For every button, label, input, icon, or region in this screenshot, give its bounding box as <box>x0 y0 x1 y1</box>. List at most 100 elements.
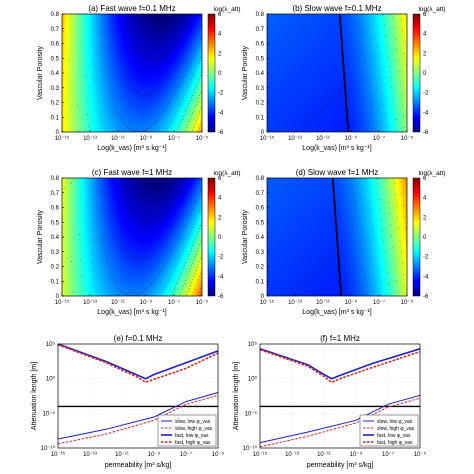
y-tick-label: 0.2 <box>51 101 60 107</box>
colorbar <box>412 13 421 133</box>
x-tick-label: 10⁻⁵ <box>414 451 427 458</box>
x-tick-label: 10⁻⁹ <box>345 135 358 142</box>
y-tick-label: 10⁻⁵ <box>43 410 56 417</box>
y-tick-label: 0.7 <box>51 191 60 197</box>
heatmap-cells <box>267 14 407 132</box>
colorbar-tick-label: -2 <box>218 255 224 261</box>
series-line-1 <box>57 392 219 440</box>
heatmap-panel-4: (d) Slow wave f=1 MHz 0 0.1 0.2 0.3 0.4 0.5 0.6… <box>242 168 446 316</box>
x-tick-label: 10⁻¹¹ <box>316 136 330 142</box>
y-tick-label: 0.1 <box>256 279 265 285</box>
x-tick-label: 10⁻⁷ <box>382 451 394 458</box>
colorbar-tick-label: 0 <box>218 71 222 77</box>
colorbar-label: log(λ_att) <box>418 170 445 177</box>
y-axis-label: Attenuation length [m] <box>233 362 240 430</box>
x-tick-label: 10⁻⁵ <box>196 135 209 142</box>
plot-frame <box>57 343 219 449</box>
y-tick-label: 0.3 <box>51 250 60 256</box>
x-tick-label: 10⁻¹³ <box>288 136 302 142</box>
legend-entry: slow, low φ_vas <box>377 419 413 425</box>
legend-entry: fast, low φ_vas <box>175 433 209 439</box>
colorbar-tick-label: 4 <box>218 196 222 202</box>
x-tick-label: 10⁻¹³ <box>83 452 97 458</box>
x-tick-label: 10⁻⁷ <box>180 451 192 458</box>
colorbar-tick-label: 2 <box>218 51 222 57</box>
x-axis-label: permeability [m³ s/kg] <box>307 462 374 469</box>
colorbar-tick-label: -2 <box>423 91 429 97</box>
x-tick-label: 10⁻¹¹ <box>115 452 129 458</box>
x-tick-label: 10⁻¹⁵ <box>51 451 66 458</box>
colorbar-tick-label: -6 <box>218 294 224 300</box>
series-line-3 <box>57 343 219 380</box>
y-tick-label: 0.8 <box>51 176 60 182</box>
x-tick-label: 10⁻⁵ <box>212 451 225 458</box>
legend-entry: slow, high φ_vas <box>175 426 213 432</box>
y-tick-label: 0.7 <box>256 191 265 197</box>
colorbar-tick-label: 6 <box>218 12 222 18</box>
x-tick-label: 10⁻¹⁵ <box>55 135 70 142</box>
colorbar-tick-label: -4 <box>218 110 224 116</box>
y-tick-label: 0.2 <box>51 265 60 271</box>
y-tick-label: 0.8 <box>51 12 60 18</box>
x-tick-label: 10⁻⁹ <box>148 451 161 458</box>
boundary-line <box>332 178 342 296</box>
x-tick-label: 10⁻⁷ <box>168 135 180 142</box>
line-panel-1: 10⁻¹⁵ 10⁻¹³ 10⁻¹¹ 10⁻⁹ 10⁻⁷ 10⁻⁵ 10⁵ 10⁰ 10⁻⁵ 10⁻… <box>31 334 225 469</box>
colorbar-tick-label: 4 <box>423 196 427 202</box>
y-tick-label: 0.5 <box>256 56 265 62</box>
x-tick-label: 10⁻¹⁵ <box>260 135 275 142</box>
colorbar <box>412 177 421 297</box>
panel-title: (b) Slow wave f=0.1 MHz <box>292 4 381 13</box>
y-tick-label: 0.6 <box>51 42 60 48</box>
y-tick-label: 10⁵ <box>46 341 56 348</box>
y-tick-label: 10⁰ <box>248 376 258 383</box>
x-axis-label: Log(k_vas) [m³ s kg⁻¹] <box>97 145 166 152</box>
y-tick-label: 0.3 <box>256 86 265 92</box>
x-tick-label: 10⁻⁵ <box>401 135 414 142</box>
colorbar-tick-label: -2 <box>423 255 429 261</box>
x-tick-label: 10⁻⁹ <box>140 135 153 142</box>
legend-box <box>359 414 419 447</box>
colorbar-tick-label: 2 <box>423 51 427 57</box>
y-tick-label: 0.4 <box>51 235 60 241</box>
series-line-2 <box>259 397 421 448</box>
heatmap-cells <box>62 178 202 296</box>
legend-entry: fast, high φ_vas <box>377 440 413 446</box>
y-tick-label: 0.8 <box>256 12 265 18</box>
colorbar-tick-label: 6 <box>218 176 222 182</box>
panel-title: (d) Slow wave f=1 MHz <box>296 168 378 177</box>
legend-entry: fast, low φ_vas <box>377 433 411 439</box>
colorbar-tick-label: 6 <box>423 12 427 18</box>
y-tick-label: 0.2 <box>256 101 265 107</box>
x-axis-label: Log(k_vas) [m³ s kg⁻¹] <box>302 145 371 152</box>
colorbar-tick-label: 2 <box>423 215 427 221</box>
y-tick-label: 0 <box>56 130 60 136</box>
colorbar-tick-label: 2 <box>218 215 222 221</box>
colorbar <box>207 13 216 133</box>
series-line-4 <box>57 343 219 384</box>
y-tick-label: 0.5 <box>51 220 60 226</box>
colorbar-tick-label: -6 <box>218 130 224 136</box>
x-tick-label: 10⁻¹¹ <box>316 300 330 306</box>
boundary-line <box>339 14 349 132</box>
panel-title: (c) Fast wave f=1 MHz <box>92 168 172 177</box>
y-tick-label: 10⁰ <box>46 376 56 383</box>
colorbar-tick-label: 0 <box>423 235 427 241</box>
x-tick-label: 10⁻⁷ <box>168 299 180 306</box>
y-tick-label: 10⁵ <box>248 341 258 348</box>
colorbar-tick-label: 4 <box>423 32 427 38</box>
x-tick-label: 10⁻⁹ <box>350 451 363 458</box>
y-axis-label: Vascular Porosity <box>242 210 249 264</box>
y-axis-label: Attenuation length [m] <box>31 362 38 430</box>
colorbar-tick-label: -4 <box>423 274 429 280</box>
y-tick-label: 10⁻¹⁰ <box>41 445 56 452</box>
legend-box <box>157 414 217 447</box>
x-tick-label: 10⁻⁷ <box>373 135 385 142</box>
colorbar-tick-label: 0 <box>423 71 427 77</box>
heatmap-cells <box>267 178 407 296</box>
panel-title: (e) f=0.1 MHz <box>114 334 163 343</box>
colorbar <box>207 177 216 297</box>
